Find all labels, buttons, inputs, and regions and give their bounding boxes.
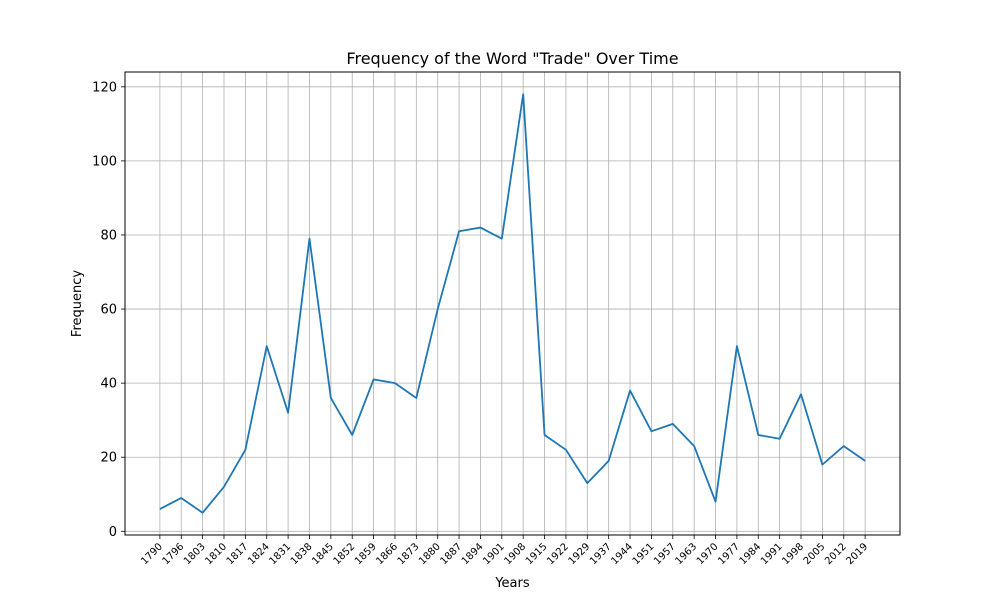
y-tick-label: 100: [92, 154, 117, 169]
y-tick-label: 60: [100, 303, 117, 318]
y-tick-label: 0: [109, 525, 117, 540]
y-tick-label: 80: [100, 228, 117, 243]
y-axis-label: Frequency: [70, 270, 85, 337]
plot-frame: [124, 71, 901, 536]
y-axis-ticks: 0 20 40 60 80 100 120: [92, 80, 125, 540]
chart-title: Frequency of the Word "Trade" Over Time: [346, 49, 678, 68]
grid-lines: [125, 72, 900, 535]
y-tick-label: 40: [100, 377, 117, 392]
y-tick-label: 120: [92, 80, 117, 95]
series-line: [159, 93, 866, 514]
y-tick-label: 20: [100, 451, 117, 466]
x-axis-label: Years: [494, 576, 530, 591]
